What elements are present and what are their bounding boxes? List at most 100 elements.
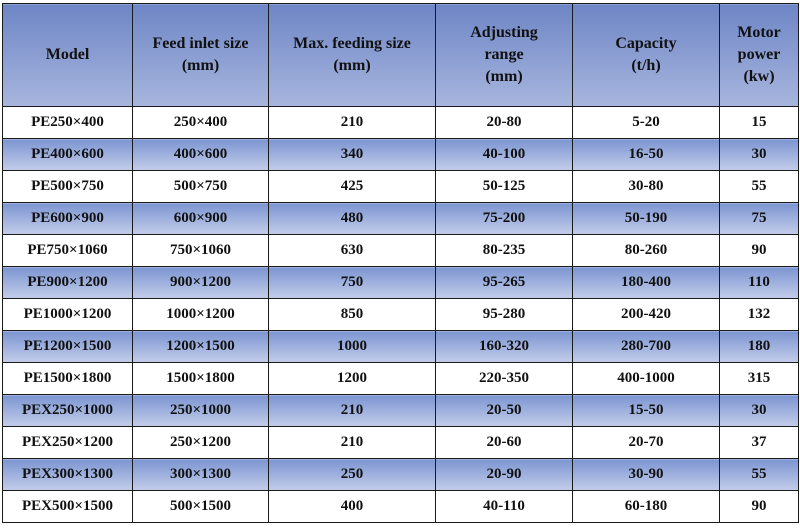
adjusting-range-cell: 95-280 [435,298,573,331]
motor-power-cell: 180 [719,330,799,363]
header-max-feeding-size: Max. feeding size (mm) [268,3,436,107]
adjusting-range-cell: 160-320 [435,330,573,363]
feed-inlet-size-cell: 250×1200 [132,426,269,459]
capacity-cell: 50-190 [572,202,720,235]
capacity-cell: 400-1000 [572,362,720,395]
feed-inlet-size-cell: 1500×1800 [132,362,269,395]
capacity-cell: 16-50 [572,138,720,171]
capacity-cell: 280-700 [572,330,720,363]
model-cell: PE400×600 [2,138,133,171]
adjusting-range-cell: 50-125 [435,170,573,203]
model-cell: PEX500×1500 [2,490,133,523]
capacity-cell: 20-70 [572,426,720,459]
motor-power-cell: 110 [719,266,799,299]
table-body: PE250×400 250×400 210 20-80 5-20 15 PE400×600 4… [2,106,799,523]
table-row: PE1200×1500 1200×1500 1000 160-320 280-700 18… [2,330,799,363]
adjusting-range-cell: 95-265 [435,266,573,299]
adjusting-range-cell: 80-235 [435,234,573,267]
header-text: Adjusting [470,24,538,41]
adjusting-range-cell: 40-100 [435,138,573,171]
motor-power-cell: 75 [719,202,799,235]
adjusting-range-cell: 75-200 [435,202,573,235]
header-text: (kw) [743,68,775,85]
model-cell: PE900×1200 [2,266,133,299]
table-row: PEX500×1500 500×1500 400 40-110 60-180 90 [2,490,799,523]
max-feeding-size-cell: 750 [268,266,436,299]
max-feeding-size-cell: 480 [268,202,436,235]
motor-power-cell: 30 [719,138,799,171]
header-text: (mm) [181,57,220,74]
model-cell: PEX250×1200 [2,426,133,459]
motor-power-cell: 30 [719,394,799,427]
max-feeding-size-cell: 850 [268,298,436,331]
table-row: PE900×1200 900×1200 750 95-265 180-400 110 [2,266,799,299]
header-text: (t/h) [631,57,661,74]
header-text: Max. feeding size [293,35,411,52]
max-feeding-size-cell: 210 [268,106,436,139]
capacity-cell: 30-90 [572,458,720,491]
header-text: (mm) [485,68,523,85]
feed-inlet-size-cell: 400×600 [132,138,269,171]
model-cell: PE750×1060 [2,234,133,267]
table-row: PE500×750 500×750 425 50-125 30-80 55 [2,170,799,203]
motor-power-cell: 132 [719,298,799,331]
header-row: Model Feed inlet size (mm) Max. feeding siz… [2,3,799,107]
motor-power-cell: 315 [719,362,799,395]
feed-inlet-size-cell: 500×750 [132,170,269,203]
feed-inlet-size-cell: 500×1500 [132,490,269,523]
motor-power-cell: 37 [719,426,799,459]
max-feeding-size-cell: 210 [268,394,436,427]
header-text: Model [45,46,90,63]
adjusting-range-cell: 20-60 [435,426,573,459]
header-text: Motor [737,24,781,41]
feed-inlet-size-cell: 1200×1500 [132,330,269,363]
table-header: Model Feed inlet size (mm) Max. feeding siz… [2,3,799,107]
table-row: PE1500×1800 1500×1800 1200 220-350 400-1000 3… [2,362,799,395]
header-text: Feed inlet size [152,35,249,52]
feed-inlet-size-cell: 250×1000 [132,394,269,427]
table-row: PEX250×1200 250×1200 210 20-60 20-70 37 [2,426,799,459]
header-capacity: Capacity (t/h) [572,3,720,107]
model-cell: PE1500×1800 [2,362,133,395]
max-feeding-size-cell: 250 [268,458,436,491]
capacity-cell: 5-20 [572,106,720,139]
model-cell: PE1000×1200 [2,298,133,331]
motor-power-cell: 90 [719,234,799,267]
adjusting-range-cell: 220-350 [435,362,573,395]
capacity-cell: 30-80 [572,170,720,203]
adjusting-range-cell: 20-50 [435,394,573,427]
capacity-cell: 180-400 [572,266,720,299]
motor-power-cell: 55 [719,458,799,491]
max-feeding-size-cell: 630 [268,234,436,267]
max-feeding-size-cell: 1200 [268,362,436,395]
model-cell: PEX250×1000 [2,394,133,427]
adjusting-range-cell: 20-90 [435,458,573,491]
table-row: PE600×900 600×900 480 75-200 50-190 75 [2,202,799,235]
header-text: Capacity [615,35,677,52]
capacity-cell: 80-260 [572,234,720,267]
model-cell: PE600×900 [2,202,133,235]
adjusting-range-cell: 20-80 [435,106,573,139]
max-feeding-size-cell: 210 [268,426,436,459]
table-row: PE250×400 250×400 210 20-80 5-20 15 [2,106,799,139]
max-feeding-size-cell: 1000 [268,330,436,363]
model-cell: PEX300×1300 [2,458,133,491]
adjusting-range-cell: 40-110 [435,490,573,523]
max-feeding-size-cell: 340 [268,138,436,171]
feed-inlet-size-cell: 600×900 [132,202,269,235]
feed-inlet-size-cell: 750×1060 [132,234,269,267]
table-row: PEX300×1300 300×1300 250 20-90 30-90 55 [2,458,799,491]
motor-power-cell: 55 [719,170,799,203]
max-feeding-size-cell: 400 [268,490,436,523]
header-motor-power: Motor power (kw) [719,3,799,107]
feed-inlet-size-cell: 900×1200 [132,266,269,299]
header-adjusting-range: Adjusting range (mm) [435,3,573,107]
table-row: PEX250×1000 250×1000 210 20-50 15-50 30 [2,394,799,427]
table-row: PE750×1060 750×1060 630 80-235 80-260 90 [2,234,799,267]
table-row: PE400×600 400×600 340 40-100 16-50 30 [2,138,799,171]
model-cell: PE250×400 [2,106,133,139]
motor-power-cell: 15 [719,106,799,139]
capacity-cell: 200-420 [572,298,720,331]
model-cell: PE1200×1500 [2,330,133,363]
header-model: Model [2,3,133,107]
